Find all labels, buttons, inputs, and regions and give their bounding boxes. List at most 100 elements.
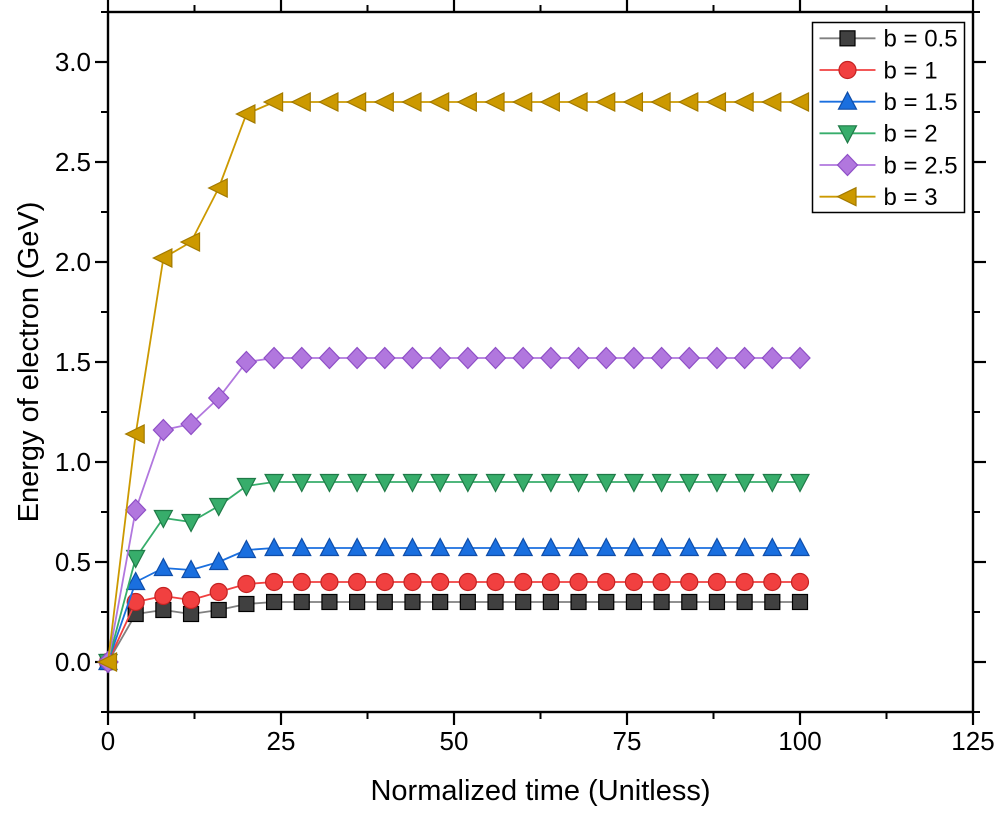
circle-marker <box>431 572 450 592</box>
legend-entry-b-2: b = 2 <box>819 121 938 148</box>
series-b-2 <box>98 473 810 673</box>
triangle-down-marker <box>762 473 783 493</box>
triangle-down-marker <box>319 473 340 493</box>
triangle-left-marker <box>151 248 173 268</box>
triangle-down-marker <box>734 473 755 493</box>
triangle-left-marker <box>511 92 533 112</box>
triangle-left-marker <box>290 92 311 112</box>
square-marker <box>653 593 670 611</box>
triangle-down-marker <box>513 473 534 493</box>
legend: b = 0.5 b = 1 b = 1.5 b = 2 b = 2.5 b = 3 <box>811 21 966 214</box>
triangle-left-marker <box>235 104 256 124</box>
triangle-up-marker <box>568 537 589 557</box>
circle-marker <box>126 592 145 612</box>
triangle-down-marker <box>623 473 644 493</box>
triangle-down-marker <box>181 513 202 533</box>
legend-diamond-marker <box>836 153 859 177</box>
diamond-marker <box>733 346 756 370</box>
square-marker <box>404 593 421 611</box>
diamond-marker <box>678 346 701 370</box>
x-axis-title: Normalized time (Unitless) <box>370 775 710 807</box>
diamond-marker <box>207 386 230 410</box>
square-marker <box>708 593 726 611</box>
triangle-left-marker <box>650 92 671 112</box>
x-tick-label: 0 <box>101 726 115 756</box>
square-marker <box>542 593 559 611</box>
legend-entry-b-1-5: b = 1.5 <box>819 89 958 116</box>
square-marker <box>681 593 698 611</box>
circle-marker <box>181 590 201 610</box>
y-tick-label: 1.5 <box>55 347 91 377</box>
square-marker <box>764 593 781 611</box>
square-marker <box>459 593 476 611</box>
triangle-up-marker <box>706 537 727 557</box>
triangle-up-marker <box>596 537 617 557</box>
diamond-marker <box>706 346 728 370</box>
square-marker <box>598 593 615 611</box>
triangle-left-marker <box>539 92 560 112</box>
triangle-left-marker <box>705 92 727 112</box>
triangle-left-marker <box>124 424 145 444</box>
square-marker <box>265 593 283 611</box>
circle-marker <box>237 574 256 594</box>
triangle-down-marker <box>347 473 368 493</box>
triangle-down-marker <box>651 473 672 493</box>
triangle-up-marker <box>402 537 423 557</box>
legend-entry-b-1: b = 1 <box>819 57 938 84</box>
triangle-left-marker <box>622 92 644 112</box>
circle-marker <box>624 572 644 592</box>
triangle-up-marker <box>264 537 285 557</box>
y-tick-label: 1.0 <box>55 447 91 477</box>
diamond-marker <box>567 346 590 370</box>
diamond-marker <box>290 346 313 370</box>
triangle-left-marker <box>788 92 810 112</box>
triangle-up-marker <box>651 537 672 557</box>
diamond-marker <box>152 418 175 442</box>
legend-label: b = 0.5 <box>884 26 958 53</box>
square-marker <box>791 593 809 611</box>
triangle-left-marker <box>96 652 118 672</box>
triangle-down-marker <box>596 473 617 493</box>
square-marker <box>432 593 449 611</box>
square-marker <box>487 593 504 611</box>
circle-marker <box>790 572 810 592</box>
triangle-left-marker <box>456 92 477 112</box>
triangle-up-marker <box>374 537 395 557</box>
triangle-down-marker <box>153 509 174 529</box>
triangle-down-marker <box>402 473 423 493</box>
circle-marker <box>292 572 311 592</box>
circle-marker <box>264 572 284 592</box>
triangle-left-marker <box>484 92 505 112</box>
triangle-up-marker <box>457 537 478 557</box>
circle-marker <box>458 572 477 592</box>
triangle-up-marker <box>347 537 368 557</box>
triangle-down-marker <box>125 549 146 569</box>
diamond-marker <box>346 346 368 370</box>
series-b-1-5 <box>98 537 810 671</box>
diamond-marker <box>484 346 507 370</box>
circle-marker <box>763 572 782 592</box>
circle-marker <box>514 572 533 592</box>
triangle-left-marker <box>345 92 367 112</box>
triangle-up-marker <box>291 537 312 557</box>
square-marker <box>736 593 753 611</box>
x-tick-label: 25 <box>267 726 296 756</box>
triangle-left-marker <box>401 92 422 112</box>
triangle-down-marker <box>790 473 810 493</box>
y-axis-title: Energy of electron (GeV) <box>13 202 45 523</box>
legend-triangle-down-marker <box>837 125 858 145</box>
triangle-down-marker <box>430 473 451 493</box>
legend-entry-b-0-5: b = 0.5 <box>819 26 958 53</box>
series-b-0-5 <box>99 593 809 671</box>
legend-circle-marker <box>838 60 857 80</box>
triangle-up-marker <box>540 537 561 557</box>
circle-marker <box>735 572 754 592</box>
circle-marker <box>375 572 394 592</box>
triangle-left-marker <box>318 92 339 112</box>
triangle-down-marker <box>485 473 506 493</box>
diamond-marker <box>512 346 535 370</box>
triangle-down-marker <box>706 473 727 493</box>
triangle-up-marker <box>236 539 257 559</box>
triangle-down-marker <box>568 473 589 493</box>
triangle-left-marker <box>179 232 201 252</box>
